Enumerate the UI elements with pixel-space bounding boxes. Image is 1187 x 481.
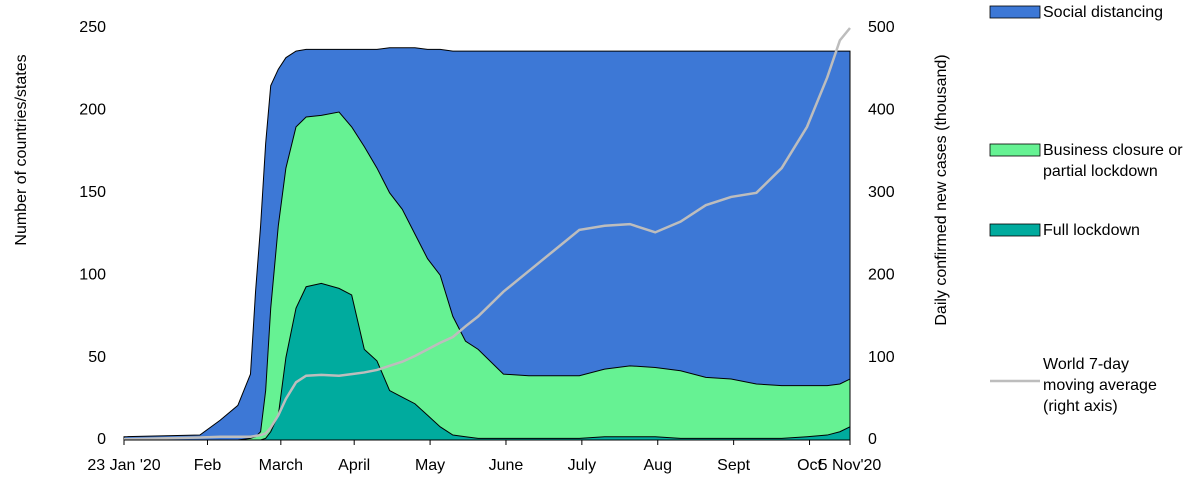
y-tick-label: 0 (97, 431, 106, 448)
y-tick-label: 200 (79, 102, 106, 119)
x-tick-label: June (489, 457, 524, 474)
y-tick-label: 250 (79, 19, 106, 36)
legend-label: Social distancing (1043, 4, 1164, 21)
x-tick-label: May (415, 457, 445, 474)
x-tick-label: Aug (644, 457, 672, 474)
y2-tick-label: 0 (868, 431, 877, 448)
legend-swatch (989, 143, 1041, 157)
legend-swatch (989, 5, 1041, 19)
x-tick-label: March (259, 457, 303, 474)
legend-label: Full lockdown (1043, 222, 1140, 239)
x-tick-label: 23 Jan '20 (87, 457, 160, 474)
x-tick-label: 5 Nov'20 (819, 457, 882, 474)
legend-label: World 7-day moving average (right axis) (1043, 356, 1157, 415)
y-tick-label: 50 (88, 349, 106, 366)
x-tick-label: Sept (717, 457, 750, 474)
y-tick-label: 100 (79, 266, 106, 283)
legend-label: Business closure or partial lockdown (1043, 142, 1183, 180)
y2-axis-title: Daily confirmed new cases (thousand) (933, 54, 950, 325)
y2-tick-label: 100 (868, 349, 895, 366)
y2-tick-label: 400 (868, 102, 895, 119)
x-tick-label: July (568, 457, 596, 474)
legend-swatch (989, 223, 1041, 237)
series-line (123, 27, 851, 441)
y2-tick-label: 500 (868, 19, 895, 36)
x-tick-label: April (338, 457, 370, 474)
y-axis-title: Number of countries/states (13, 54, 30, 245)
y2-tick-label: 200 (868, 266, 895, 283)
y2-tick-label: 300 (868, 184, 895, 201)
x-tick-label: Oct (797, 457, 822, 474)
x-tick-label: Feb (194, 457, 222, 474)
series-area (124, 282, 851, 441)
y-tick-label: 150 (79, 184, 106, 201)
